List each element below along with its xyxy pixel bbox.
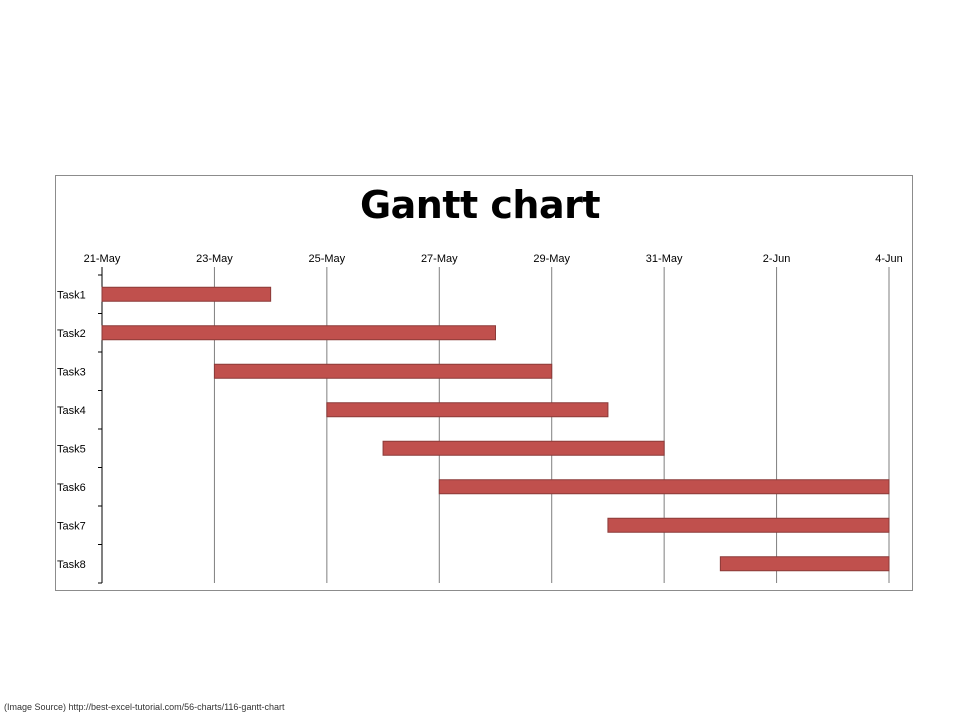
task-label: Task7 — [57, 520, 86, 532]
x-tick-label: 31-May — [646, 253, 683, 265]
x-tick-label: 29-May — [533, 253, 570, 265]
x-tick-label: 4-Jun — [875, 253, 903, 265]
task-label: Task1 — [57, 289, 86, 301]
x-tick-label: 27-May — [421, 253, 458, 265]
task-label: Task2 — [57, 328, 86, 340]
gantt-bar-task8 — [719, 556, 890, 572]
x-tick-label: 25-May — [309, 253, 346, 265]
task-label: Task6 — [57, 482, 86, 494]
task-label: Task4 — [57, 405, 86, 417]
gantt-bar-task5 — [382, 440, 665, 456]
x-tick-label: 23-May — [196, 253, 233, 265]
gantt-bar-task1 — [101, 286, 272, 302]
gantt-bar-task2 — [101, 325, 496, 341]
chart-title: Gantt chart — [359, 183, 601, 227]
image-source-note: (Image Source) http://best-excel-tutoria… — [4, 702, 285, 712]
task-label: Task5 — [57, 443, 86, 455]
gantt-bar-task6 — [438, 479, 890, 495]
gantt-bar-task3 — [213, 363, 553, 379]
gantt-bar-task4 — [326, 402, 609, 418]
task-label: Task8 — [57, 559, 86, 571]
task-label: Task3 — [57, 366, 86, 378]
x-tick-label: 2-Jun — [763, 253, 791, 265]
x-tick-label: 21-May — [84, 253, 121, 265]
gantt-bar-task7 — [607, 517, 890, 533]
